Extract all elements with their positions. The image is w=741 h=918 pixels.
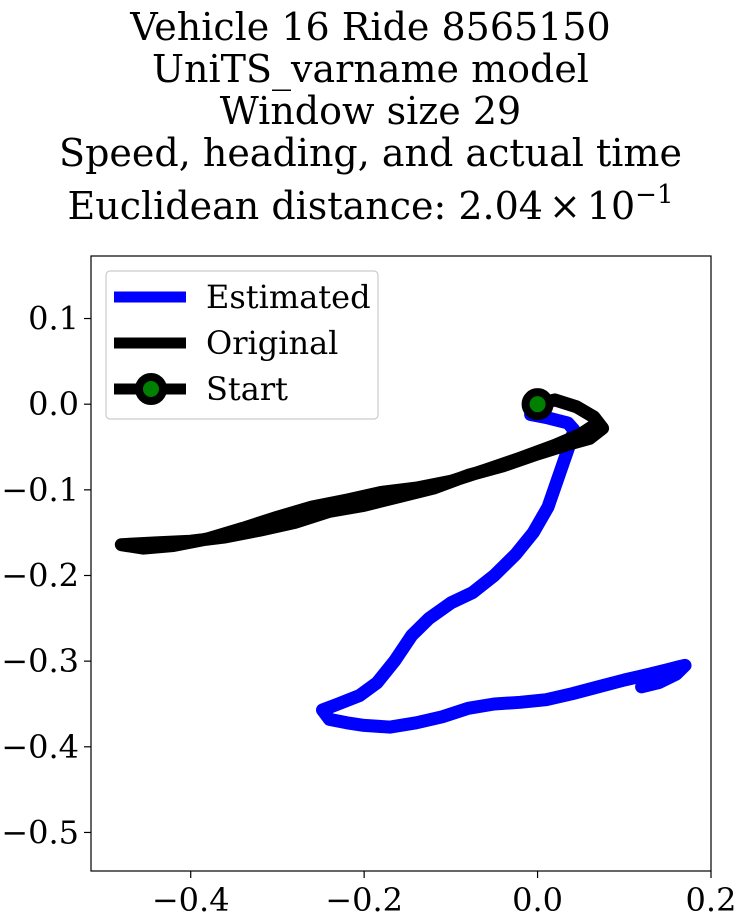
series-layer xyxy=(114,388,692,734)
x-tick-label: −0.4 xyxy=(152,881,230,918)
y-tick-label: 0.1 xyxy=(28,300,79,338)
y-tick-label: −0.4 xyxy=(1,728,79,766)
y-tick-label: −0.1 xyxy=(1,471,79,509)
distance-base: 10 xyxy=(586,184,636,228)
legend-swatch-start-marker xyxy=(135,373,167,405)
plot-frame xyxy=(90,255,712,872)
series-line-estimated xyxy=(316,397,692,734)
y-tick-label: −0.5 xyxy=(1,813,79,851)
legend-frame xyxy=(105,270,379,420)
y-tick-label: 0.0 xyxy=(28,385,79,423)
legend: Estimated Original Start xyxy=(105,270,379,420)
legend-label-start: Start xyxy=(206,370,288,408)
legend-label-original: Original xyxy=(206,324,338,362)
distance-times: × xyxy=(548,184,581,228)
legend-label-estimated: Estimated xyxy=(206,278,371,316)
y-tick-label: −0.2 xyxy=(1,556,79,594)
distance-prefix: Euclidean distance: 2.04 xyxy=(67,184,543,228)
x-axis: −0.4 −0.2 0.0 0.2 xyxy=(152,871,737,918)
title-line-3: Window size 29 xyxy=(219,89,522,133)
title-line-2: UniTS_varname model xyxy=(152,47,589,91)
x-tick-label: 0.0 xyxy=(512,881,563,918)
x-tick-label: −0.2 xyxy=(325,881,403,918)
series-line-original xyxy=(114,393,610,555)
start-marker xyxy=(521,388,554,421)
title-line-1: Vehicle 16 Ride 8565150 xyxy=(130,5,611,49)
y-axis: 0.1 0.0 −0.1 −0.2 −0.3 −0.4 −0.5 xyxy=(1,300,91,851)
title-line-4: Speed, heading, and actual time xyxy=(59,131,682,175)
y-tick-label: −0.3 xyxy=(1,642,79,680)
distance-exponent: −1 xyxy=(635,180,674,210)
x-tick-label: 0.2 xyxy=(686,881,737,918)
title-line-5: Euclidean distance: 2.04 × 10−1 xyxy=(0,173,741,228)
